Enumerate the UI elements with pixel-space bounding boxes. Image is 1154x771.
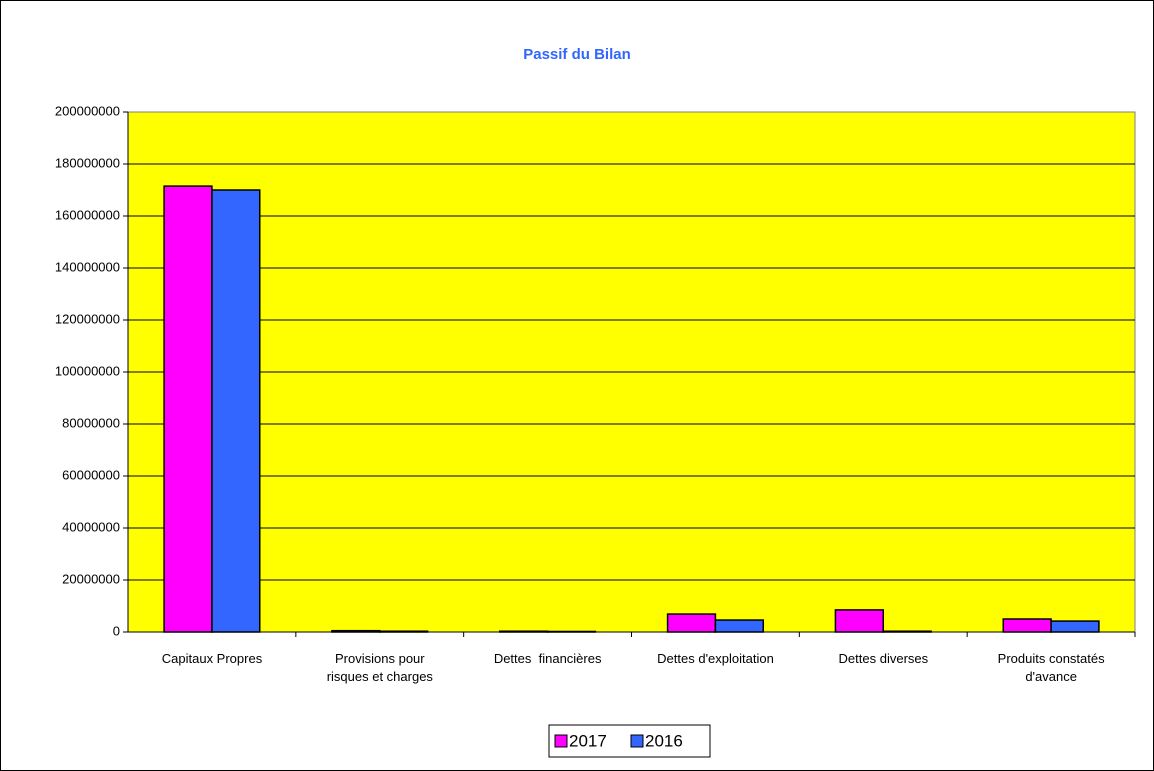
y-tick-label: 80000000	[62, 415, 120, 430]
x-tick-label: Dettes d'exploitation	[657, 651, 774, 666]
legend-swatch	[630, 734, 644, 748]
bar	[211, 189, 261, 633]
bar	[882, 630, 932, 633]
y-tick-label: 180000000	[55, 155, 120, 170]
bar	[379, 630, 429, 633]
y-tick-label: 40000000	[62, 519, 120, 534]
legend-label: 2017	[569, 731, 607, 750]
y-tick-label: 20000000	[62, 571, 120, 586]
x-tick-label: Produits constatés d'avance	[997, 651, 1105, 684]
legend-box	[548, 724, 711, 758]
bar	[1002, 618, 1052, 633]
chart-title: Passif du Bilan	[523, 46, 631, 63]
bar	[714, 619, 764, 633]
legend-swatch	[554, 734, 568, 748]
bar	[834, 609, 884, 633]
bar	[499, 630, 549, 633]
legend-label: 2016	[645, 731, 683, 750]
y-tick-label: 200000000	[55, 103, 120, 118]
bar	[1050, 620, 1100, 633]
x-tick-label: Dettes financières	[493, 651, 602, 666]
y-tick-label: 100000000	[55, 363, 120, 378]
y-tick-label: 0	[113, 623, 120, 638]
x-tick-label: Capitaux Propres	[161, 651, 263, 666]
y-tick-label: 140000000	[55, 259, 120, 274]
bar	[666, 613, 717, 633]
y-tick-label: 120000000	[55, 311, 120, 326]
y-tick-label: 60000000	[62, 467, 120, 482]
bar	[546, 630, 597, 633]
bar	[331, 629, 381, 633]
bar	[163, 185, 213, 633]
y-tick-label: 160000000	[55, 207, 120, 222]
x-tick-label: Dettes diverses	[838, 651, 929, 666]
x-tick-label: Provisions pour risques et charges	[326, 651, 433, 684]
